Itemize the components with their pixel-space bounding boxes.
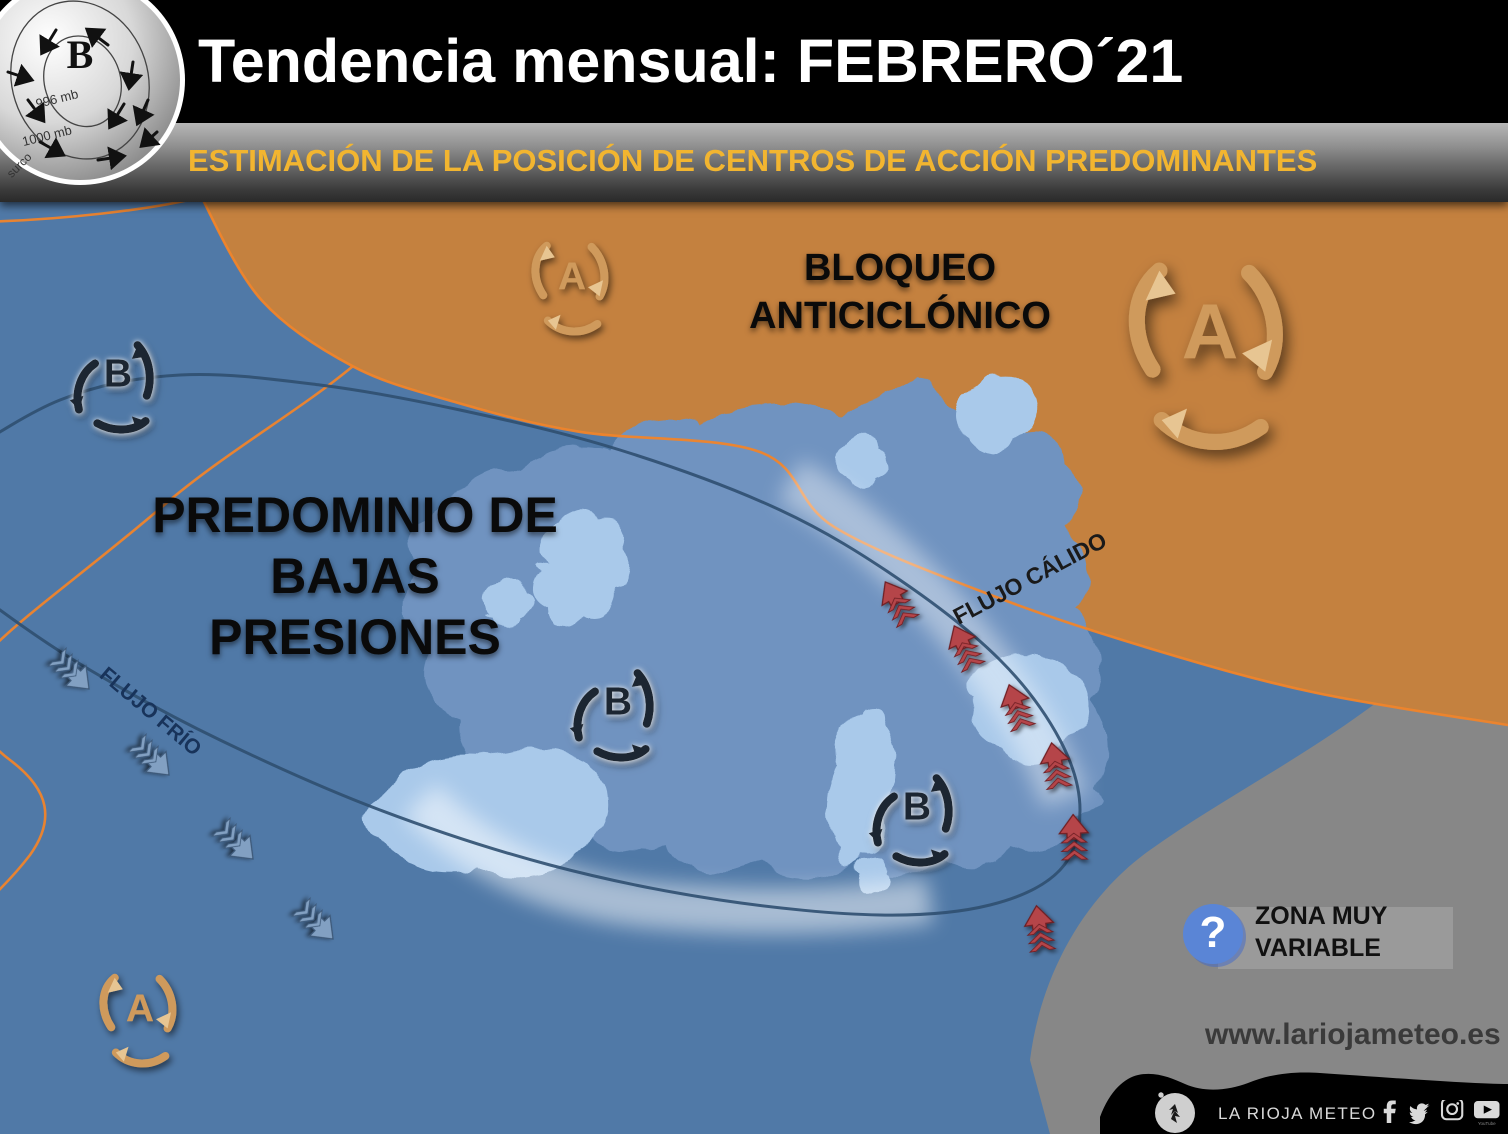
svg-text:B: B xyxy=(67,32,94,77)
svg-text:YouTube: YouTube xyxy=(1478,1121,1496,1126)
